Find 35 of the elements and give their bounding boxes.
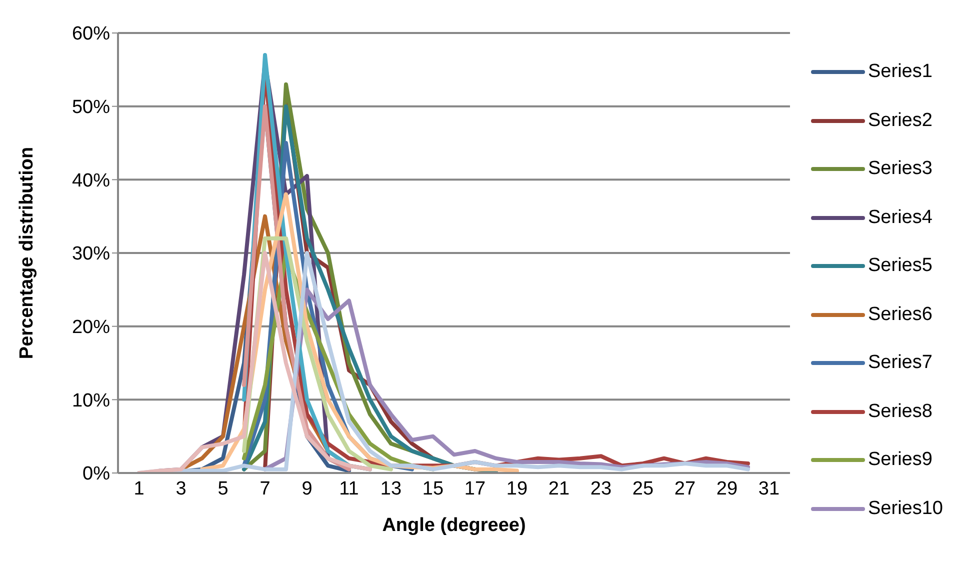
legend-label: Series3 — [868, 158, 932, 180]
y-tick-label: 60% — [72, 24, 110, 45]
x-tick-label: 7 — [260, 478, 270, 500]
y-axis-title: Percentage distribution — [16, 146, 38, 360]
x-tick-label: 29 — [716, 478, 738, 500]
y-tick-label: 30% — [72, 244, 110, 265]
x-axis-title: Angle (degreee) — [382, 515, 526, 536]
y-tick-label: 10% — [72, 390, 110, 412]
x-tick-label: 25 — [632, 478, 654, 500]
x-tick-label: 23 — [590, 478, 612, 500]
legend-label: Series10 — [868, 498, 943, 520]
x-tick-label: 15 — [422, 478, 444, 500]
x-tick-label: 31 — [758, 478, 780, 500]
x-tick-label: 5 — [218, 478, 228, 500]
legend-label: Series1 — [868, 61, 932, 84]
x-tick-label: 9 — [302, 478, 312, 500]
x-tick-label: 19 — [506, 478, 528, 500]
legend-label: Series8 — [868, 400, 932, 423]
legend-label: Series6 — [868, 304, 932, 326]
y-tick-label: 40% — [72, 170, 110, 192]
x-tick-label: 17 — [464, 478, 486, 500]
x-tick-label: 11 — [339, 478, 359, 500]
legend-label: Series4 — [868, 206, 932, 229]
legend-label: Series2 — [868, 110, 932, 132]
legend-label: Series7 — [868, 352, 932, 374]
x-tick-label: 3 — [176, 478, 186, 500]
x-tick-label: 1 — [134, 478, 144, 500]
y-tick-label: 20% — [72, 317, 110, 338]
y-tick-label: 50% — [72, 97, 110, 118]
legend-label: Series5 — [868, 255, 932, 278]
legend-label: Series9 — [868, 449, 932, 472]
x-tick-label: 27 — [674, 478, 696, 500]
x-tick-label: 21 — [548, 478, 570, 500]
y-tick-label: 0% — [82, 464, 110, 485]
x-tick-label: 13 — [380, 478, 402, 500]
